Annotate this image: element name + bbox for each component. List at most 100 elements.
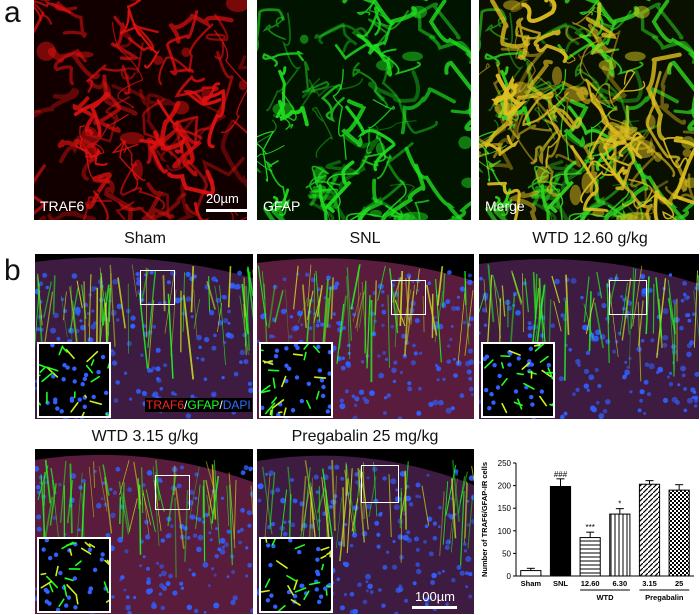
gfap-fiber	[182, 272, 185, 332]
nucleus	[429, 596, 433, 600]
gfap-fiber	[606, 282, 610, 364]
gfap-fiber	[246, 268, 253, 320]
wtd-12-60-micrograph	[479, 254, 699, 419]
filament	[257, 145, 285, 172]
cell-body	[682, 148, 692, 158]
filament	[651, 35, 694, 65]
gfap-fiber	[48, 582, 54, 593]
roi-box	[609, 280, 647, 315]
nucleus	[669, 371, 673, 375]
gfap-fiber	[693, 290, 699, 340]
nucleus	[47, 555, 53, 561]
nucleus	[232, 595, 238, 601]
nucleus	[334, 281, 340, 286]
gfap-fiber	[306, 290, 314, 320]
gfap-fiber	[155, 460, 161, 501]
nucleus	[308, 326, 313, 330]
nucleus	[127, 487, 132, 493]
nucleus	[677, 383, 681, 387]
gfap-fiber	[293, 265, 299, 310]
filament	[479, 63, 491, 76]
nucleus	[560, 414, 565, 419]
gfap-fiber	[182, 295, 195, 380]
nucleus	[377, 354, 381, 358]
gfap-fiber	[442, 273, 446, 308]
nucleus	[65, 365, 70, 370]
nucleus	[624, 360, 628, 364]
nucleus	[456, 295, 460, 299]
gfap-fiber	[471, 465, 474, 484]
traf6-micrograph: TRAF6 20µm	[34, 0, 247, 220]
nucleus	[682, 281, 687, 286]
cell-body	[80, 126, 99, 149]
nucleus	[283, 520, 287, 524]
nucleus	[436, 366, 442, 372]
y-axis-label: Number of TRAF6/GFAP-IR cells	[480, 462, 489, 577]
nucleus	[96, 369, 101, 375]
filament	[531, 84, 556, 123]
nucleus	[390, 478, 397, 485]
nucleus	[442, 377, 446, 381]
nucleus	[395, 488, 399, 492]
gfap-fiber	[64, 577, 74, 582]
gfap-fiber	[88, 543, 96, 548]
nucleus	[161, 570, 167, 577]
nucleus	[394, 611, 399, 614]
nucleus	[467, 348, 473, 354]
filament	[334, 20, 394, 61]
nucleus	[445, 602, 449, 606]
nucleus	[268, 562, 273, 568]
nucleus	[297, 549, 302, 555]
nucleus	[575, 358, 581, 365]
nucleus	[692, 312, 696, 316]
nucleus	[155, 347, 161, 353]
filament	[167, 169, 216, 197]
nucleus	[343, 592, 348, 597]
nucleus	[170, 524, 174, 528]
cell-body	[535, 166, 550, 184]
nucleus	[210, 391, 217, 398]
nucleus	[101, 481, 106, 485]
nucleus	[126, 341, 132, 347]
nucleus	[570, 277, 577, 284]
nucleus	[527, 333, 533, 339]
zoom-inset	[259, 537, 333, 613]
nucleus	[197, 534, 204, 541]
filament	[262, 16, 286, 40]
nucleus	[313, 474, 319, 480]
bar	[638, 483, 661, 577]
nucleus	[246, 510, 252, 516]
gfap-fiber	[269, 472, 276, 527]
nucleus	[469, 316, 474, 322]
nucleus	[151, 603, 157, 610]
nucleus	[462, 320, 467, 325]
nucleus	[415, 482, 421, 488]
gfap-fiber	[377, 265, 386, 301]
nucleus	[529, 394, 534, 400]
gfap-fiber	[175, 487, 185, 550]
nucleus	[294, 375, 300, 380]
filament	[301, 77, 364, 99]
gfap-fiber	[326, 551, 331, 556]
nucleus	[211, 276, 217, 282]
gfap-fiber	[227, 266, 232, 308]
filament	[373, 48, 421, 76]
nucleus	[414, 318, 420, 324]
nucleus	[327, 371, 331, 376]
nucleus	[115, 466, 121, 472]
filament	[111, 84, 181, 106]
gfap-fiber	[315, 270, 321, 322]
cell-body	[84, 143, 97, 163]
nucleus	[344, 522, 348, 527]
nucleus	[297, 310, 303, 317]
nucleus	[91, 309, 95, 313]
gfap-fiber	[533, 344, 541, 347]
nucleus	[467, 273, 472, 278]
gfap-fiber	[271, 539, 277, 546]
nucleus	[316, 546, 321, 552]
cell-body	[598, 59, 617, 71]
nucleus	[266, 543, 271, 548]
nucleus	[213, 333, 217, 338]
nucleus	[163, 363, 168, 368]
roi-box	[155, 475, 190, 510]
